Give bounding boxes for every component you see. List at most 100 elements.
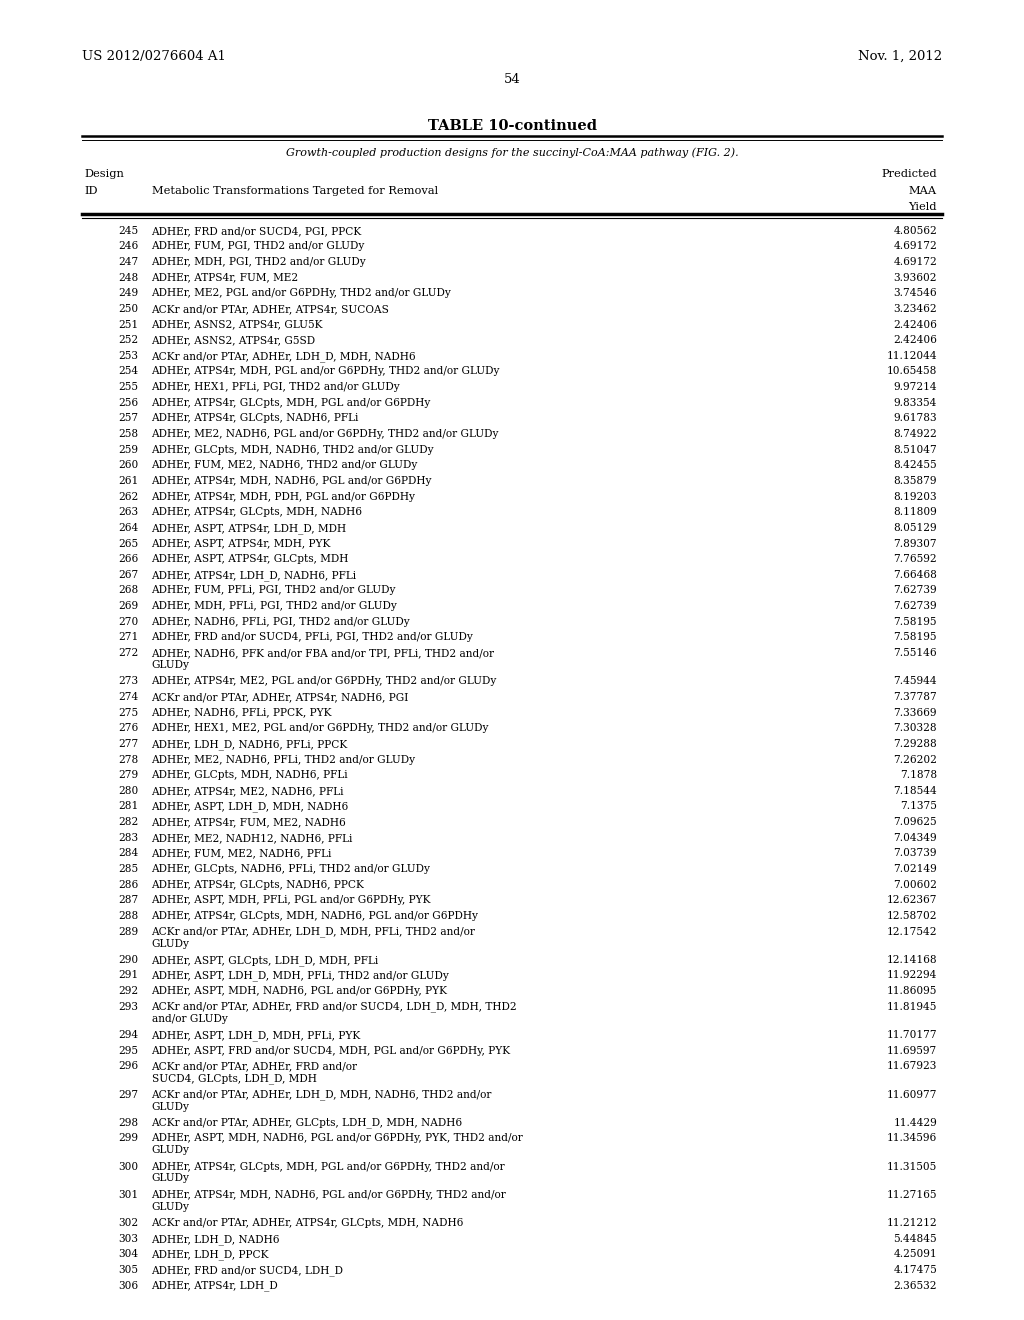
Text: 7.62739: 7.62739 xyxy=(893,601,937,611)
Text: 289: 289 xyxy=(118,927,138,937)
Text: 263: 263 xyxy=(118,507,138,517)
Text: ADHEr, ATPS4r, GLCpts, MDH, NADH6, PGL and/or G6PDHy: ADHEr, ATPS4r, GLCpts, MDH, NADH6, PGL a… xyxy=(152,911,478,921)
Text: 7.55146: 7.55146 xyxy=(893,648,937,659)
Text: 7.76592: 7.76592 xyxy=(893,554,937,564)
Text: 252: 252 xyxy=(118,335,138,346)
Text: 11.27165: 11.27165 xyxy=(887,1189,937,1200)
Text: ADHEr, ME2, NADH6, PGL and/or G6PDHy, THD2 and/or GLUDy: ADHEr, ME2, NADH6, PGL and/or G6PDHy, TH… xyxy=(152,429,499,440)
Text: ADHEr, NADH6, PFLi, PGI, THD2 and/or GLUDy: ADHEr, NADH6, PFLi, PGI, THD2 and/or GLU… xyxy=(152,616,411,627)
Text: ADHEr, ATPS4r, MDH, PGL and/or G6PDHy, THD2 and/or GLUDy: ADHEr, ATPS4r, MDH, PGL and/or G6PDHy, T… xyxy=(152,367,500,376)
Text: ADHEr, ATPS4r, LDH_D, NADH6, PFLi: ADHEr, ATPS4r, LDH_D, NADH6, PFLi xyxy=(152,570,356,581)
Text: 266: 266 xyxy=(118,554,138,564)
Text: 261: 261 xyxy=(118,477,138,486)
Text: ADHEr, LDH_D, PPCK: ADHEr, LDH_D, PPCK xyxy=(152,1250,269,1261)
Text: ACKr and/or PTAr, ADHEr, ATPS4r, NADH6, PGI: ACKr and/or PTAr, ADHEr, ATPS4r, NADH6, … xyxy=(152,692,409,702)
Text: 8.35879: 8.35879 xyxy=(894,477,937,486)
Text: 11.12044: 11.12044 xyxy=(887,351,937,360)
Text: ADHEr, ATPS4r, LDH_D: ADHEr, ATPS4r, LDH_D xyxy=(152,1280,279,1291)
Text: 7.30328: 7.30328 xyxy=(893,723,937,733)
Text: ADHEr, LDH_D, NADH6: ADHEr, LDH_D, NADH6 xyxy=(152,1234,280,1245)
Text: 277: 277 xyxy=(118,739,138,748)
Text: 11.60977: 11.60977 xyxy=(887,1089,937,1100)
Text: 9.97214: 9.97214 xyxy=(893,383,937,392)
Text: ADHEr, GLCpts, MDH, NADH6, THD2 and/or GLUDy: ADHEr, GLCpts, MDH, NADH6, THD2 and/or G… xyxy=(152,445,434,454)
Text: 294: 294 xyxy=(118,1030,138,1040)
Text: Design: Design xyxy=(84,169,124,180)
Text: 293: 293 xyxy=(118,1002,138,1011)
Text: ADHEr, ASPT, ATPS4r, MDH, PYK: ADHEr, ASPT, ATPS4r, MDH, PYK xyxy=(152,539,331,549)
Text: 265: 265 xyxy=(118,539,138,549)
Text: ADHEr, GLCpts, NADH6, PFLi, THD2 and/or GLUDy: ADHEr, GLCpts, NADH6, PFLi, THD2 and/or … xyxy=(152,865,430,874)
Text: Growth-coupled production designs for the succinyl-CoA:MAA pathway (FIG. 2).: Growth-coupled production designs for th… xyxy=(286,148,738,158)
Text: 302: 302 xyxy=(118,1218,138,1228)
Text: ADHEr, MDH, PFLi, PGI, THD2 and/or GLUDy: ADHEr, MDH, PFLi, PGI, THD2 and/or GLUDy xyxy=(152,601,397,611)
Text: ACKr and/or PTAr, ADHEr, FRD and/or
SUCD4, GLCpts, LDH_D, MDH: ACKr and/or PTAr, ADHEr, FRD and/or SUCD… xyxy=(152,1061,357,1084)
Text: ADHEr, ATPS4r, MDH, NADH6, PGL and/or G6PDHy, THD2 and/or
GLUDy: ADHEr, ATPS4r, MDH, NADH6, PGL and/or G6… xyxy=(152,1189,506,1212)
Text: 11.81945: 11.81945 xyxy=(887,1002,937,1011)
Text: 7.45944: 7.45944 xyxy=(893,676,937,686)
Text: 11.70177: 11.70177 xyxy=(887,1030,937,1040)
Text: ACKr and/or PTAr, ADHEr, LDH_D, MDH, NADH6: ACKr and/or PTAr, ADHEr, LDH_D, MDH, NAD… xyxy=(152,351,416,362)
Text: 3.93602: 3.93602 xyxy=(894,273,937,282)
Text: 268: 268 xyxy=(118,586,138,595)
Text: ADHEr, ATPS4r, MDH, PDH, PGL and/or G6PDHy: ADHEr, ATPS4r, MDH, PDH, PGL and/or G6PD… xyxy=(152,491,416,502)
Text: 287: 287 xyxy=(118,895,138,906)
Text: 284: 284 xyxy=(118,849,138,858)
Text: 290: 290 xyxy=(118,954,138,965)
Text: 7.1375: 7.1375 xyxy=(900,801,937,812)
Text: 12.14168: 12.14168 xyxy=(887,954,937,965)
Text: 7.58195: 7.58195 xyxy=(894,616,937,627)
Text: 300: 300 xyxy=(118,1162,138,1172)
Text: 7.00602: 7.00602 xyxy=(893,879,937,890)
Text: 255: 255 xyxy=(118,383,138,392)
Text: ACKr and/or PTAr, ADHEr, GLCpts, LDH_D, MDH, NADH6: ACKr and/or PTAr, ADHEr, GLCpts, LDH_D, … xyxy=(152,1118,463,1129)
Text: ADHEr, ASNS2, ATPS4r, GLU5K: ADHEr, ASNS2, ATPS4r, GLU5K xyxy=(152,319,323,330)
Text: ADHEr, ME2, PGL and/or G6PDHy, THD2 and/or GLUDy: ADHEr, ME2, PGL and/or G6PDHy, THD2 and/… xyxy=(152,288,452,298)
Text: 7.1878: 7.1878 xyxy=(900,770,937,780)
Text: 11.31505: 11.31505 xyxy=(887,1162,937,1172)
Text: 7.37787: 7.37787 xyxy=(893,692,937,702)
Text: 296: 296 xyxy=(118,1061,138,1072)
Text: 10.65458: 10.65458 xyxy=(887,367,937,376)
Text: 8.74922: 8.74922 xyxy=(893,429,937,440)
Text: ACKr and/or PTAr, ADHEr, ATPS4r, GLCpts, MDH, NADH6: ACKr and/or PTAr, ADHEr, ATPS4r, GLCpts,… xyxy=(152,1218,464,1228)
Text: ADHEr, ATPS4r, FUM, ME2: ADHEr, ATPS4r, FUM, ME2 xyxy=(152,273,299,282)
Text: 269: 269 xyxy=(118,601,138,611)
Text: 254: 254 xyxy=(118,367,138,376)
Text: 7.26202: 7.26202 xyxy=(893,755,937,764)
Text: 258: 258 xyxy=(118,429,138,440)
Text: 4.80562: 4.80562 xyxy=(893,226,937,236)
Text: 54: 54 xyxy=(504,73,520,86)
Text: 7.03739: 7.03739 xyxy=(894,849,937,858)
Text: 297: 297 xyxy=(118,1089,138,1100)
Text: ADHEr, ASPT, MDH, NADH6, PGL and/or G6PDHy, PYK: ADHEr, ASPT, MDH, NADH6, PGL and/or G6PD… xyxy=(152,986,447,997)
Text: 3.23462: 3.23462 xyxy=(893,304,937,314)
Text: ADHEr, ATPS4r, GLCpts, NADH6, PFLi: ADHEr, ATPS4r, GLCpts, NADH6, PFLi xyxy=(152,413,359,424)
Text: 8.05129: 8.05129 xyxy=(893,523,937,533)
Text: 9.61783: 9.61783 xyxy=(893,413,937,424)
Text: ADHEr, ME2, NADH12, NADH6, PFLi: ADHEr, ME2, NADH12, NADH6, PFLi xyxy=(152,833,353,842)
Text: Yield: Yield xyxy=(908,202,937,213)
Text: 3.74546: 3.74546 xyxy=(893,288,937,298)
Text: ADHEr, ATPS4r, GLCpts, MDH, PGL and/or G6PDHy: ADHEr, ATPS4r, GLCpts, MDH, PGL and/or G… xyxy=(152,397,431,408)
Text: ACKr and/or PTAr, ADHEr, LDH_D, MDH, NADH6, THD2 and/or
GLUDy: ACKr and/or PTAr, ADHEr, LDH_D, MDH, NAD… xyxy=(152,1089,492,1111)
Text: 11.21212: 11.21212 xyxy=(887,1218,937,1228)
Text: 279: 279 xyxy=(118,770,138,780)
Text: 7.29288: 7.29288 xyxy=(893,739,937,748)
Text: Predicted: Predicted xyxy=(882,169,937,180)
Text: 272: 272 xyxy=(118,648,138,659)
Text: 8.11809: 8.11809 xyxy=(893,507,937,517)
Text: 276: 276 xyxy=(118,723,138,733)
Text: ADHEr, ASPT, GLCpts, LDH_D, MDH, PFLi: ADHEr, ASPT, GLCpts, LDH_D, MDH, PFLi xyxy=(152,954,379,965)
Text: 7.02149: 7.02149 xyxy=(893,865,937,874)
Text: 7.33669: 7.33669 xyxy=(894,708,937,718)
Text: 7.09625: 7.09625 xyxy=(893,817,937,828)
Text: 7.18544: 7.18544 xyxy=(893,785,937,796)
Text: ADHEr, FUM, PGI, THD2 and/or GLUDy: ADHEr, FUM, PGI, THD2 and/or GLUDy xyxy=(152,242,365,251)
Text: 264: 264 xyxy=(118,523,138,533)
Text: ID: ID xyxy=(84,186,97,197)
Text: 245: 245 xyxy=(118,226,138,236)
Text: 253: 253 xyxy=(118,351,138,360)
Text: 291: 291 xyxy=(118,970,138,981)
Text: 11.86095: 11.86095 xyxy=(887,986,937,997)
